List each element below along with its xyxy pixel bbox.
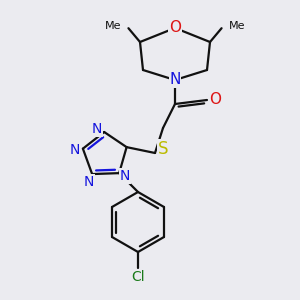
Text: N: N — [92, 122, 102, 136]
Text: N: N — [120, 169, 130, 183]
Text: Me: Me — [229, 21, 245, 31]
Text: N: N — [70, 143, 80, 157]
Text: N: N — [84, 175, 94, 189]
Text: N: N — [169, 73, 181, 88]
Text: S: S — [158, 140, 168, 158]
Text: O: O — [209, 92, 221, 107]
Text: Me: Me — [105, 21, 122, 31]
Text: O: O — [169, 20, 181, 35]
Text: Cl: Cl — [131, 270, 145, 284]
